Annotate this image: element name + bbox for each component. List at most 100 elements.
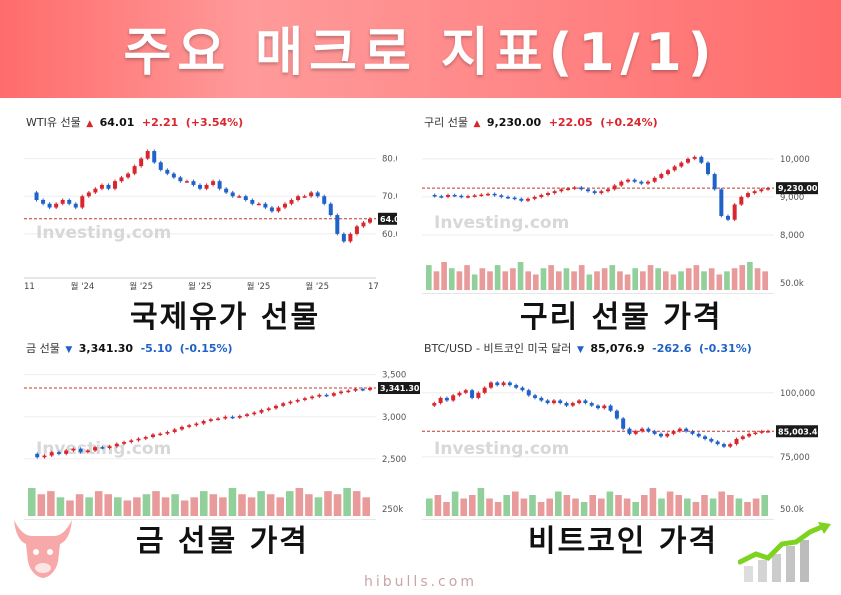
volume-bar: [464, 265, 470, 290]
volume-bar: [589, 495, 596, 516]
candle: [259, 410, 264, 413]
bull-icon: [14, 520, 72, 578]
candle: [728, 444, 733, 447]
y-tick-label: 75,000: [780, 453, 810, 463]
volume-bar: [520, 498, 528, 516]
candle: [495, 382, 500, 386]
btc-name: BTC/USD - 비트코인 미국 달러: [424, 342, 572, 355]
last-price-badge: [776, 182, 820, 195]
volume-bar: [362, 497, 370, 516]
btc-change: -262.6: [652, 342, 692, 355]
volume-bar: [28, 488, 36, 516]
candle: [766, 188, 770, 190]
candle: [444, 397, 449, 401]
candle: [482, 387, 487, 393]
volume-bar: [632, 268, 639, 290]
candle: [677, 428, 682, 432]
candle: [640, 428, 645, 432]
candle: [346, 390, 351, 393]
candle: [463, 390, 468, 393]
candle: [208, 419, 213, 421]
candle: [119, 177, 124, 182]
candle: [56, 452, 61, 454]
candle: [35, 453, 40, 458]
volume-bar: [94, 491, 103, 516]
last-price-label: 3,341.30: [380, 384, 420, 393]
candle: [136, 438, 141, 441]
candle: [179, 426, 184, 430]
volume-bar: [434, 495, 442, 516]
candle: [652, 177, 657, 182]
last-price-label: 85,003.40: [778, 427, 818, 436]
candle: [739, 196, 744, 205]
candle: [322, 196, 327, 204]
candle: [361, 222, 366, 227]
footer-site: hibulls.com: [364, 574, 477, 590]
candle: [539, 397, 544, 401]
candle: [217, 181, 222, 189]
candle: [335, 215, 340, 234]
candle: [341, 233, 346, 242]
volume-bar: [594, 271, 600, 290]
volume-bar: [343, 488, 351, 516]
candle: [747, 433, 752, 437]
volume-bar: [238, 494, 246, 516]
candle: [317, 394, 322, 397]
volume-bar: [739, 265, 746, 290]
volume-bar: [257, 491, 265, 516]
candle: [721, 444, 726, 447]
volume-bar: [305, 494, 313, 516]
candle: [672, 166, 677, 171]
candle: [740, 436, 745, 439]
candle: [184, 181, 189, 183]
candle: [532, 196, 537, 199]
volume-bar: [503, 495, 510, 516]
candle: [446, 195, 450, 197]
volume-bar: [200, 491, 208, 516]
candle: [80, 196, 85, 208]
candle: [276, 207, 281, 212]
candle: [172, 429, 177, 432]
gold-chart-panel: 금 선물 ▼ 3,341.30 -5.10 (-0.15%) 3,500 3,00…: [22, 342, 422, 534]
candle: [621, 418, 626, 429]
wti-change: +2.21: [141, 116, 179, 129]
candle: [237, 196, 242, 198]
candle: [715, 441, 720, 445]
candle: [439, 196, 444, 198]
candle: [93, 188, 98, 193]
candle: [589, 403, 594, 406]
candle: [514, 385, 519, 388]
candle: [606, 189, 610, 192]
x-tick-label: 17: [368, 282, 379, 292]
candle: [451, 395, 456, 401]
candle: [230, 192, 235, 197]
volume-bar: [471, 274, 478, 290]
candle: [129, 440, 134, 443]
candle: [211, 181, 216, 185]
volume-bar: [37, 494, 46, 516]
investing-watermark: Investing.com: [36, 223, 171, 243]
candle: [665, 433, 670, 437]
candle: [178, 177, 183, 182]
investing-watermark: Investing.com: [36, 439, 171, 459]
candle: [533, 395, 538, 398]
wti-caption: 국제유가 선물: [130, 300, 321, 335]
candle: [266, 408, 271, 411]
candle: [49, 452, 54, 456]
y-tick-label: 10,000: [780, 155, 810, 165]
candle: [354, 226, 359, 234]
btc-header: BTC/USD - 비트코인 미국 달러 ▼ 85,076.9 -262.6 (…: [424, 342, 752, 356]
volume-bar: [456, 271, 463, 290]
candle: [256, 203, 261, 206]
candle: [558, 400, 563, 404]
volume-bar: [555, 271, 562, 290]
candle: [216, 418, 221, 420]
candle: [368, 218, 372, 223]
candle: [263, 203, 268, 208]
candle: [619, 181, 624, 186]
candle: [696, 433, 701, 437]
candle: [546, 193, 550, 195]
x-tick-label: 11: [24, 282, 35, 292]
gold-chart: 3,500 3,000 2,500 Investing.com 3,341.30 250k…: [24, 371, 422, 534]
volume-bar: [701, 271, 707, 290]
